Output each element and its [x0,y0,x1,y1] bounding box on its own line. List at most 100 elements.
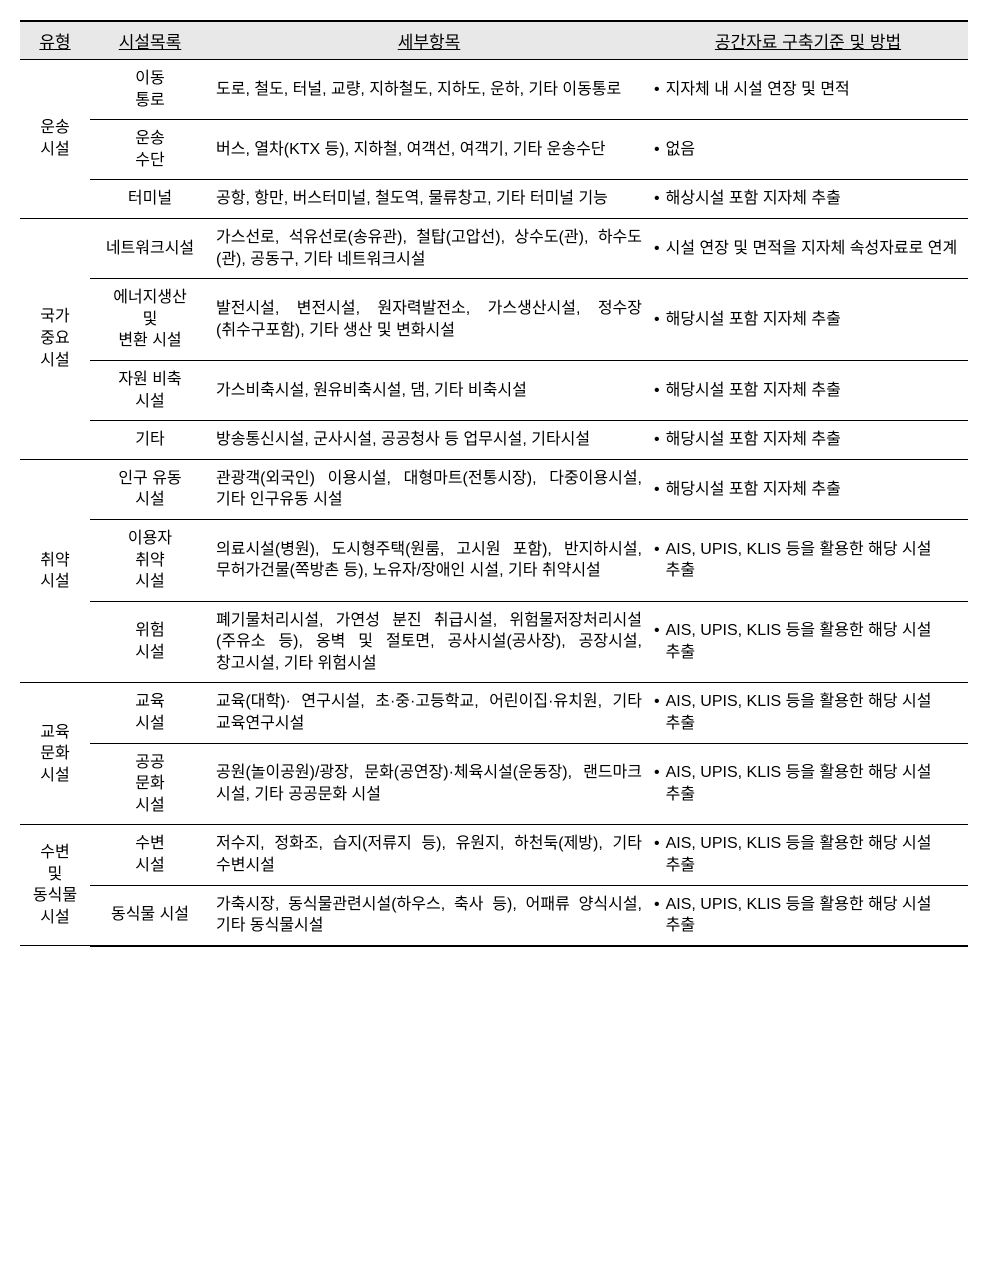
detail-cell: 가스선로, 석유선로(송유관), 철탑(고압선), 상수도(관), 하수도(관)… [210,218,648,278]
method-cell: •AIS, UPIS, KLIS 등을 활용한 해당 시설 추출 [648,519,968,601]
table-row: 이용자취약시설의료시설(병원), 도시형주택(원룸, 고시원 포함), 반지하시… [20,519,968,601]
method-text: AIS, UPIS, KLIS 등을 활용한 해당 시설 추출 [666,833,962,876]
bullet-dot-icon: • [654,188,666,210]
method-text: AIS, UPIS, KLIS 등을 활용한 해당 시설 추출 [666,539,962,582]
header-detail: 세부항목 [210,21,648,60]
table-row: 에너지생산및변환 시설발전시설, 변전시설, 원자력발전소, 가스생산시설, 정… [20,279,968,361]
table-row: 운송시설이동통로도로, 철도, 터널, 교량, 지하철도, 지하도, 운하, 기… [20,60,968,120]
type-cell: 교육문화시설 [20,683,90,825]
method-text: AIS, UPIS, KLIS 등을 활용한 해당 시설 추출 [666,691,962,734]
method-bullet: •AIS, UPIS, KLIS 등을 활용한 해당 시설 추출 [654,894,962,937]
method-bullet: •해당시설 포함 지자체 추출 [654,479,962,501]
method-text: 없음 [666,139,962,161]
method-cell: •지자체 내 시설 연장 및 면적 [648,60,968,120]
method-cell: •시설 연장 및 면적을 지자체 속성자료로 연계 [648,218,968,278]
method-text: 지자체 내 시설 연장 및 면적 [666,79,962,101]
table-row: 위험시설폐기물처리시설, 가연성 분진 취급시설, 위험물저장처리시설(주유소 … [20,601,968,683]
table-row: 터미널공항, 항만, 버스터미널, 철도역, 물류창고, 기타 터미널 기능 •해… [20,180,968,219]
method-text: 해당시설 포함 지자체 추출 [666,380,962,402]
method-cell: •AIS, UPIS, KLIS 등을 활용한 해당 시설 추출 [648,743,968,825]
method-text: AIS, UPIS, KLIS 등을 활용한 해당 시설 추출 [666,894,962,937]
method-text: AIS, UPIS, KLIS 등을 활용한 해당 시설 추출 [666,762,962,805]
table-row: 자원 비축시설가스비축시설, 원유비축시설, 댐, 기타 비축시설 •해당시설 포… [20,360,968,420]
list-cell: 공공문화시설 [90,743,210,825]
list-cell: 수변시설 [90,825,210,885]
method-text: 해당시설 포함 지자체 추출 [666,429,962,451]
table-row: 공공문화시설공원(놀이공원)/광장, 문화(공연장)·체육시설(운동장), 랜드… [20,743,968,825]
table-row: 수변및동식물시설수변시설저수지, 정화조, 습지(저류지 등), 유원지, 하천… [20,825,968,885]
detail-cell: 저수지, 정화조, 습지(저류지 등), 유원지, 하천둑(제방), 기타 수변… [210,825,648,885]
bullet-dot-icon: • [654,691,666,713]
bullet-dot-icon: • [654,479,666,501]
bullet-dot-icon: • [654,238,666,260]
table-header-row: 유형 시설목록 세부항목 공간자료 구축기준 및 방법 [20,21,968,60]
method-bullet: •AIS, UPIS, KLIS 등을 활용한 해당 시설 추출 [654,762,962,805]
method-cell: •AIS, UPIS, KLIS 등을 활용한 해당 시설 추출 [648,683,968,743]
method-text: 해상시설 포함 지자체 추출 [666,188,962,210]
bullet-dot-icon: • [654,762,666,784]
method-bullet: •시설 연장 및 면적을 지자체 속성자료로 연계 [654,238,962,260]
method-cell: •없음 [648,120,968,180]
bullet-dot-icon: • [654,380,666,402]
method-bullet: •해상시설 포함 지자체 추출 [654,188,962,210]
detail-cell: 공항, 항만, 버스터미널, 철도역, 물류창고, 기타 터미널 기능 [210,180,648,219]
method-cell: •AIS, UPIS, KLIS 등을 활용한 해당 시설 추출 [648,885,968,946]
method-bullet: •AIS, UPIS, KLIS 등을 활용한 해당 시설 추출 [654,833,962,876]
detail-cell: 공원(놀이공원)/광장, 문화(공연장)·체육시설(운동장), 랜드마크 시설,… [210,743,648,825]
type-cell: 수변및동식물시설 [20,825,90,946]
method-bullet: •해당시설 포함 지자체 추출 [654,309,962,331]
table-row: 교육문화시설교육시설교육(대학)· 연구시설, 초·중·고등학교, 어린이집·유… [20,683,968,743]
type-cell: 운송시설 [20,60,90,219]
method-cell: •AIS, UPIS, KLIS 등을 활용한 해당 시설 추출 [648,601,968,683]
list-cell: 에너지생산및변환 시설 [90,279,210,361]
list-cell: 위험시설 [90,601,210,683]
type-cell: 국가중요시설 [20,218,90,459]
detail-cell: 발전시설, 변전시설, 원자력발전소, 가스생산시설, 정수장(취수구포함), … [210,279,648,361]
list-cell: 터미널 [90,180,210,219]
detail-cell: 버스, 열차(KTX 등), 지하철, 여객선, 여객기, 기타 운송수단 [210,120,648,180]
list-cell: 교육시설 [90,683,210,743]
bullet-dot-icon: • [654,894,666,916]
detail-cell: 관광객(외국인) 이용시설, 대형마트(전통시장), 다중이용시설, 기타 인구… [210,459,648,519]
header-method: 공간자료 구축기준 및 방법 [648,21,968,60]
detail-cell: 도로, 철도, 터널, 교량, 지하철도, 지하도, 운하, 기타 이동통로 [210,60,648,120]
method-cell: •해당시설 포함 지자체 추출 [648,459,968,519]
list-cell: 자원 비축시설 [90,360,210,420]
method-bullet: •없음 [654,139,962,161]
header-list: 시설목록 [90,21,210,60]
list-cell: 운송수단 [90,120,210,180]
method-cell: •AIS, UPIS, KLIS 등을 활용한 해당 시설 추출 [648,825,968,885]
bullet-dot-icon: • [654,539,666,561]
bullet-dot-icon: • [654,833,666,855]
table-row: 기타방송통신시설, 군사시설, 공공청사 등 업무시설, 기타시설•해당시설 포… [20,421,968,460]
bullet-dot-icon: • [654,620,666,642]
table-body: 운송시설이동통로도로, 철도, 터널, 교량, 지하철도, 지하도, 운하, 기… [20,60,968,946]
method-bullet: •해당시설 포함 지자체 추출 [654,380,962,402]
detail-cell: 방송통신시설, 군사시설, 공공청사 등 업무시설, 기타시설 [210,421,648,460]
list-cell: 네트워크시설 [90,218,210,278]
bullet-dot-icon: • [654,429,666,451]
method-bullet: •AIS, UPIS, KLIS 등을 활용한 해당 시설 추출 [654,691,962,734]
method-cell: •해당시설 포함 지자체 추출 [648,360,968,420]
detail-cell: 가축시장, 동식물관련시설(하우스, 축사 등), 어패류 양식시설, 기타 동… [210,885,648,946]
type-cell: 취약시설 [20,459,90,683]
table-row: 국가중요시설네트워크시설가스선로, 석유선로(송유관), 철탑(고압선), 상수… [20,218,968,278]
method-bullet: •지자체 내 시설 연장 및 면적 [654,79,962,101]
list-cell: 인구 유동시설 [90,459,210,519]
method-text: 시설 연장 및 면적을 지자체 속성자료로 연계 [666,238,962,260]
method-cell: •해상시설 포함 지자체 추출 [648,180,968,219]
detail-cell: 의료시설(병원), 도시형주택(원룸, 고시원 포함), 반지하시설, 무허가건… [210,519,648,601]
detail-cell: 가스비축시설, 원유비축시설, 댐, 기타 비축시설 [210,360,648,420]
list-cell: 기타 [90,421,210,460]
method-cell: •해당시설 포함 지자체 추출 [648,421,968,460]
method-bullet: •AIS, UPIS, KLIS 등을 활용한 해당 시설 추출 [654,620,962,663]
list-cell: 이동통로 [90,60,210,120]
bullet-dot-icon: • [654,309,666,331]
table-row: 취약시설인구 유동시설관광객(외국인) 이용시설, 대형마트(전통시장), 다중… [20,459,968,519]
list-cell: 동식물 시설 [90,885,210,946]
header-type: 유형 [20,21,90,60]
table-row: 동식물 시설가축시장, 동식물관련시설(하우스, 축사 등), 어패류 양식시설… [20,885,968,946]
detail-cell: 교육(대학)· 연구시설, 초·중·고등학교, 어린이집·유치원, 기타 교육연… [210,683,648,743]
method-cell: •해당시설 포함 지자체 추출 [648,279,968,361]
method-text: 해당시설 포함 지자체 추출 [666,479,962,501]
